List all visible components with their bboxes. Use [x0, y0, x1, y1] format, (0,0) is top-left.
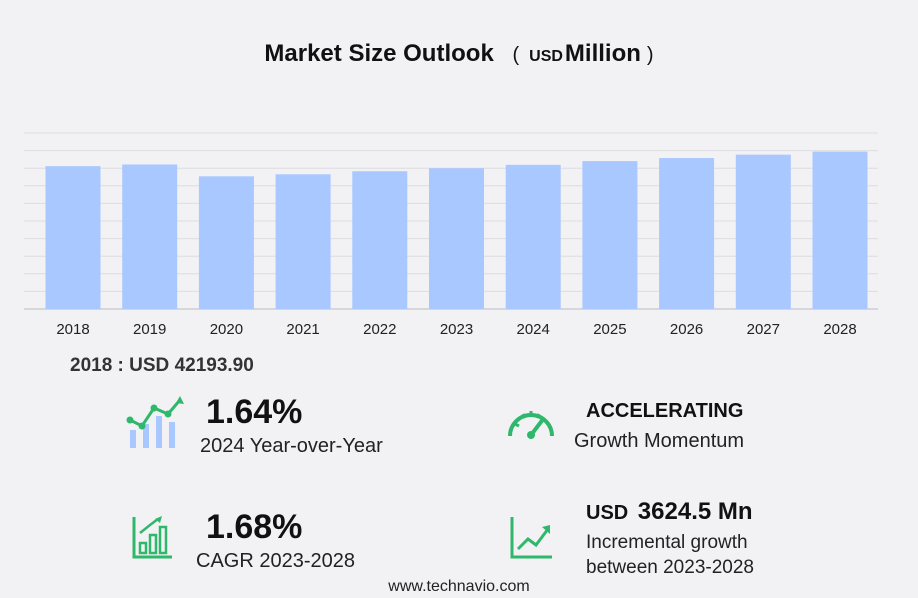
cagr-label: CAGR 2023-2028: [196, 550, 355, 572]
base-year-amount: 42193.90: [174, 355, 254, 376]
bar-2024[interactable]: [505, 164, 561, 309]
bar-2020[interactable]: [198, 176, 254, 309]
x-tick-label: 2023: [440, 321, 473, 338]
growth-chart-icon: [126, 396, 184, 448]
x-tick-label: 2028: [823, 321, 856, 338]
yoy-label: 2024 Year-over-Year: [200, 435, 383, 457]
x-tick-label: 2020: [210, 321, 243, 338]
base-year-label: 2018 : USD: [70, 355, 170, 376]
x-tick-label: 2019: [133, 321, 166, 338]
speedometer-icon: [508, 411, 554, 439]
title-unit: USD: [529, 48, 563, 65]
incremental-amount: 3624.5 Mn: [637, 498, 753, 525]
bar-growth-icon: [132, 516, 172, 559]
incremental-line2: between 2023-2028: [586, 557, 754, 578]
momentum-title: ACCELERATING: [586, 400, 744, 422]
incremental-line1: Incremental growth: [586, 532, 748, 553]
momentum-label: Growth Momentum: [574, 430, 745, 452]
bar-2018[interactable]: [45, 166, 101, 309]
bar-2022[interactable]: [352, 171, 408, 309]
x-tick-label: 2022: [363, 321, 396, 338]
chart-title: Market Size Outlook ( USDMillion): [0, 40, 918, 68]
incremental-value: USD 3624.5 Mn: [586, 498, 753, 526]
bar-2026[interactable]: [659, 158, 715, 309]
trend-line-icon: [510, 517, 552, 559]
bar-2025[interactable]: [582, 161, 638, 309]
title-scale: Million: [564, 40, 641, 67]
cagr-value: 1.68%: [206, 508, 303, 546]
incremental-label: Incremental growth between 2023-2028: [586, 530, 754, 580]
x-tick-label: 2018: [56, 321, 89, 338]
bar-2028[interactable]: [812, 151, 868, 309]
incremental-unit: USD: [586, 502, 629, 524]
bar-2027[interactable]: [735, 154, 791, 309]
footer-source[interactable]: www.technavio.com: [388, 578, 530, 595]
x-tick-label: 2026: [670, 321, 703, 338]
title-paren-close: ): [646, 44, 654, 66]
yoy-value: 1.64%: [206, 393, 303, 431]
bar-2021[interactable]: [275, 174, 331, 309]
x-tick-label: 2025: [593, 321, 626, 338]
x-tick-label: 2027: [747, 321, 780, 338]
title-main: Market Size Outlook: [264, 40, 494, 67]
base-year-value: 2018 : USD 42193.90: [70, 355, 254, 377]
x-tick-label: 2021: [286, 321, 319, 338]
bar-chart: 2018 2019 2020 2021 2022 2023 2024 2025 2026 2027…: [24, 132, 878, 338]
bar-2019[interactable]: [122, 164, 178, 309]
bar-2023[interactable]: [429, 168, 484, 309]
title-paren-open: (: [512, 44, 520, 66]
x-tick-label: 2024: [517, 321, 550, 338]
